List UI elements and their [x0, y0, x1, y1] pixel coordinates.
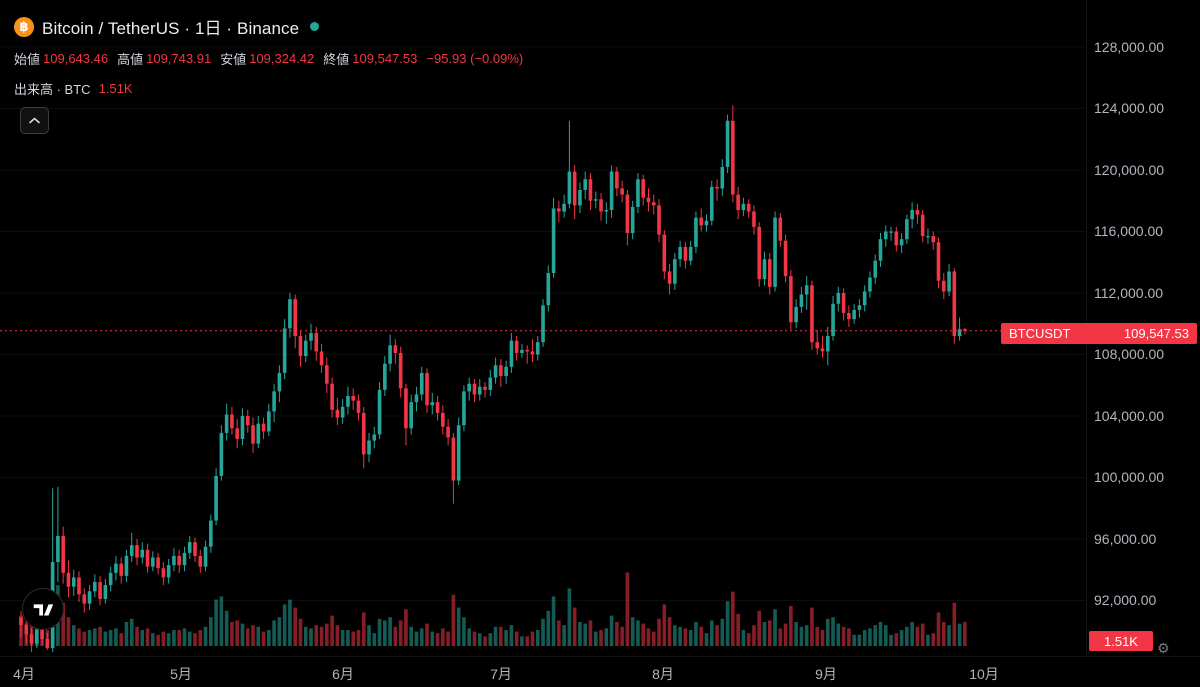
high-label: 高値 — [117, 52, 144, 67]
low-value: 109,324.42 — [249, 51, 315, 66]
close-value: 109,547.53 — [352, 51, 418, 66]
time-axis-label: 8月 — [652, 666, 674, 682]
time-axis-label: 10月 — [969, 666, 999, 682]
bitcoin-icon: ฿ — [14, 16, 34, 37]
low-label: 安値 — [220, 52, 247, 67]
axis-settings-gear-icon[interactable]: ⚙ — [1157, 640, 1170, 656]
price-axis-label: 120,000.00 — [1094, 162, 1165, 178]
volume-value: 1.51K — [98, 81, 133, 96]
close-label: 終値 — [323, 52, 350, 67]
ohlc-row: 始値 109,643.46 高値 109,743.91 安値 109,324.4… — [14, 49, 532, 68]
price-axis-label: 128,000.00 — [1094, 39, 1165, 55]
symbol-header: ฿ Bitcoin / TetherUS · 1日 · Binance — [14, 14, 320, 39]
open-label: 始値 — [14, 52, 41, 67]
collapse-legend-button[interactable] — [20, 107, 49, 134]
market-status-dot[interactable] — [310, 22, 320, 31]
price-axis-label: 92,000.00 — [1094, 592, 1157, 608]
volume-row: 出来高 · BTC 1.51K — [14, 79, 142, 98]
last-price-badge-symbol: BTCUSDT — [1009, 326, 1071, 341]
price-axis-label: 96,000.00 — [1094, 531, 1157, 547]
time-axis-label: 4月 — [13, 666, 35, 682]
volume-label: 出来高 · BTC — [14, 82, 91, 97]
time-axis-label: 5月 — [170, 666, 192, 682]
price-axis-label: 108,000.00 — [1094, 346, 1165, 362]
high-value: 109,743.91 — [146, 51, 212, 66]
price-axis-label: 104,000.00 — [1094, 408, 1165, 424]
time-axis[interactable]: 4月 5月 6月 7月 8月 9月 10月 — [0, 656, 1200, 687]
time-axis-label: 7月 — [490, 666, 512, 682]
price-axis-label: 100,000.00 — [1094, 469, 1165, 485]
price-axis-label: 124,000.00 — [1094, 100, 1165, 116]
price-axis-label: 112,000.00 — [1094, 285, 1164, 301]
tradingview-logo-icon — [33, 604, 54, 616]
last-volume-badge: 1.51K — [1089, 631, 1153, 651]
chevron-up-icon — [29, 117, 40, 124]
time-axis-label: 6月 — [332, 666, 354, 682]
last-volume-badge-value: 1.51K — [1104, 633, 1138, 649]
tradingview-logo[interactable] — [22, 588, 64, 630]
time-axis-label: 9月 — [815, 666, 837, 682]
change-value: −95.93 (−0.09%) — [426, 51, 524, 66]
last-price-badge: BTCUSDT 109,547.53 — [1001, 323, 1197, 344]
price-axis-label: 116,000.00 — [1094, 223, 1164, 239]
symbol-title[interactable]: Bitcoin / TetherUS · 1日 · Binance — [42, 19, 300, 38]
open-value: 109,643.46 — [43, 51, 109, 66]
last-price-badge-value: 109,547.53 — [1123, 326, 1189, 341]
